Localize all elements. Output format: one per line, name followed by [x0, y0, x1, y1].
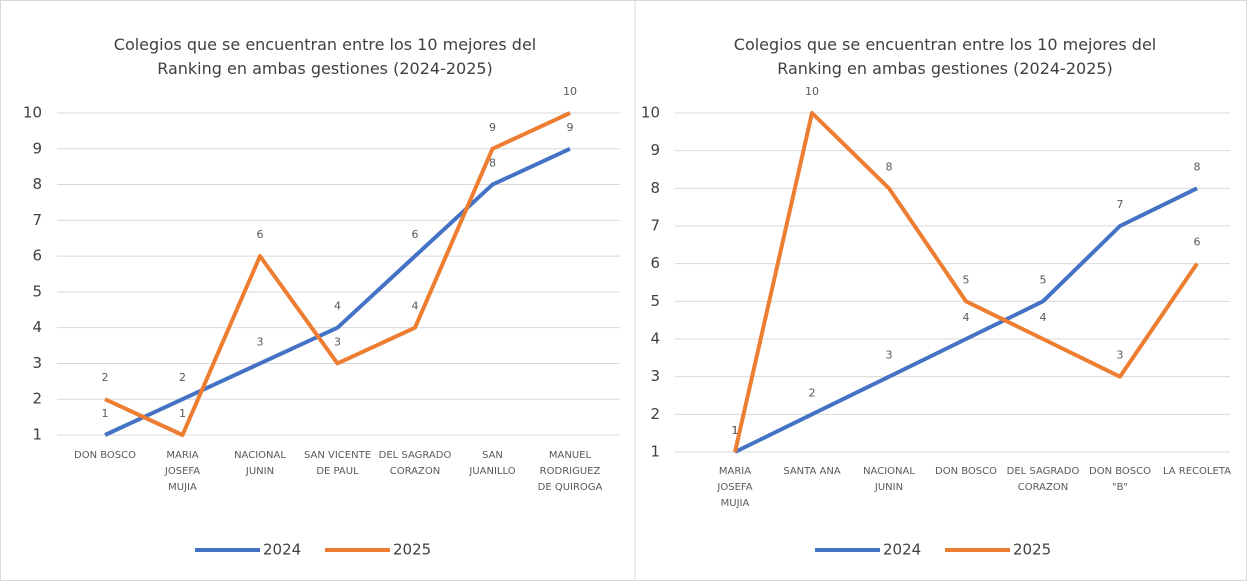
y-tick-label: 2 — [32, 390, 42, 408]
data-label: 7 — [1117, 198, 1124, 211]
y-tick-label: 4 — [32, 318, 42, 336]
x-tick-label: DEL SAGRADO CORAZON — [379, 450, 452, 477]
y-tick-label: 1 — [650, 443, 660, 461]
x-tick-label: MARIA JOSEFA MUJIA — [716, 466, 752, 509]
y-tick-label: 7 — [32, 211, 42, 229]
data-label: 5 — [1040, 273, 1047, 286]
y-tick-label: 3 — [32, 354, 42, 372]
data-label: 8 — [1194, 160, 1201, 173]
y-tick-label: 6 — [650, 254, 660, 272]
data-label: 1 — [179, 407, 186, 420]
data-label: 2 — [809, 386, 816, 399]
y-tick-label: 9 — [650, 141, 660, 159]
x-tick-label: DON BOSCO — [74, 450, 136, 461]
y-tick-label: 8 — [650, 179, 660, 197]
data-label: 2 — [102, 371, 109, 384]
x-tick-label: SANTA ANA — [783, 466, 841, 477]
y-tick-label: 2 — [650, 405, 660, 423]
data-label: 9 — [567, 121, 574, 134]
legend-label: 2025 — [1013, 541, 1051, 559]
data-label: 2 — [179, 371, 186, 384]
y-tick-label: 6 — [32, 247, 42, 265]
y-tick-label: 4 — [650, 330, 660, 348]
series-line — [104, 111, 571, 437]
data-label: 4 — [963, 311, 970, 324]
x-tick-label: DEL SAGRADO CORAZON — [1007, 466, 1080, 493]
data-label: 1 — [102, 407, 109, 420]
data-label: 5 — [963, 273, 970, 286]
x-tick-label: LA RECOLETA — [1163, 466, 1231, 477]
y-tick-label: 10 — [23, 104, 42, 122]
data-label: 3 — [1117, 349, 1124, 362]
y-tick-label: 9 — [32, 139, 42, 157]
chart-title: Colegios que se encuentran entre los 10 … — [114, 35, 536, 78]
legend-label: 2024 — [883, 541, 921, 559]
x-tick-label: MARIA JOSEFA MUJIA — [164, 450, 200, 493]
data-label: 6 — [257, 228, 264, 241]
y-tick-label: 8 — [32, 175, 42, 193]
data-label: 4 — [1040, 311, 1047, 324]
x-tick-label: NACIONAL JUNIN — [234, 450, 286, 477]
y-tick-label: 7 — [650, 217, 660, 235]
data-label: 10 — [805, 85, 819, 98]
data-label: 4 — [334, 300, 341, 313]
data-label: 6 — [412, 228, 419, 241]
chart-title: Colegios que se encuentran entre los 10 … — [734, 35, 1156, 78]
data-label: 10 — [563, 85, 577, 98]
y-tick-label: 1 — [32, 426, 42, 444]
series-line — [734, 186, 1198, 454]
x-tick-label: SAN JUANILLO — [468, 450, 515, 477]
x-tick-label: DON BOSCO — [935, 466, 997, 477]
x-tick-label: SAN VICENTE DE PAUL — [304, 450, 371, 477]
data-label: 8 — [886, 160, 893, 173]
y-tick-label: 5 — [32, 282, 42, 300]
y-tick-label: 3 — [650, 367, 660, 385]
x-tick-label: NACIONAL JUNIN — [863, 466, 915, 493]
legend-label: 2024 — [263, 541, 301, 559]
data-label: 1 — [732, 424, 739, 437]
series-line — [733, 111, 1199, 453]
data-label: 9 — [489, 121, 496, 134]
data-label: 3 — [886, 349, 893, 362]
data-label: 3 — [257, 335, 264, 348]
legend-label: 2025 — [393, 541, 431, 559]
data-label: 1 — [732, 424, 739, 437]
series-line — [104, 146, 571, 437]
data-label: 6 — [1194, 236, 1201, 249]
x-tick-label: MANUEL RODRIGUEZ DE QUIROGA — [538, 450, 603, 493]
y-tick-label: 5 — [650, 292, 660, 310]
data-label: 3 — [334, 335, 341, 348]
data-label: 4 — [412, 300, 419, 313]
data-label: 8 — [489, 157, 496, 170]
x-tick-label: DON BOSCO "B" — [1089, 466, 1151, 493]
y-tick-label: 10 — [641, 104, 660, 122]
